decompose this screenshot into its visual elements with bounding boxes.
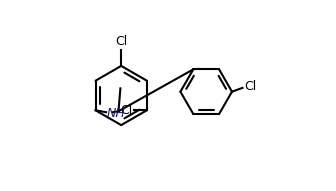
Text: Cl: Cl [115, 35, 127, 48]
Text: Cl: Cl [120, 104, 132, 117]
Text: Cl: Cl [244, 80, 257, 93]
Text: NH: NH [107, 107, 126, 120]
